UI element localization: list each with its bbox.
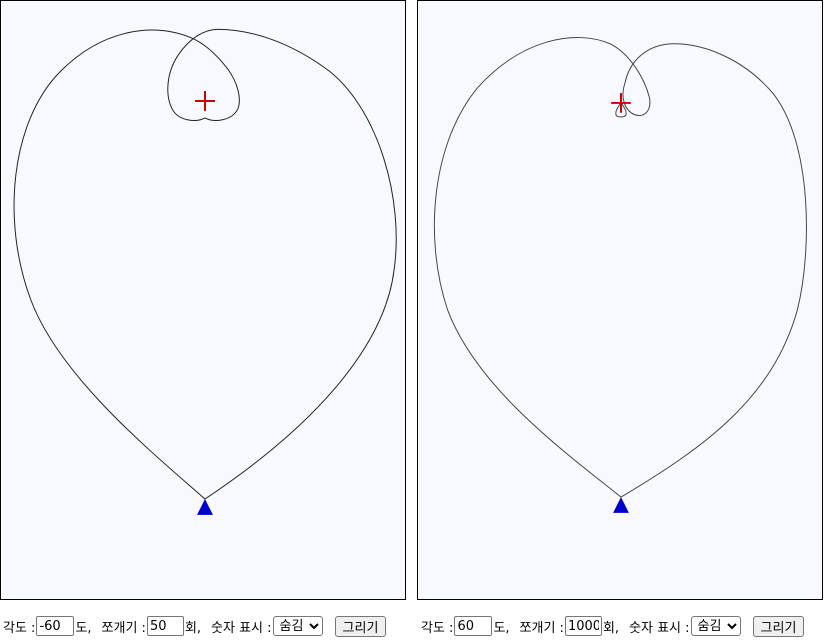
curve-drawing-right: [433, 37, 807, 513]
curve-path: [433, 37, 807, 498]
angle-unit: 도,: [75, 620, 92, 636]
drawing-canvas-left: [0, 0, 406, 600]
draw-button[interactable]: 그리기: [334, 615, 387, 637]
angle-input[interactable]: [454, 616, 493, 636]
number-display-label: 숫자 표시 :: [629, 620, 690, 636]
fold-unit: 회,: [602, 620, 620, 636]
number-display-label: 숫자 표시 :: [211, 620, 272, 636]
curve-drawing-left: [13, 28, 397, 515]
controls-right: 각도 : 도, 쪼개기 : 회, 숫자 표시 : 숨김 그리기: [421, 615, 805, 637]
center-cross-icon: [611, 93, 631, 113]
fold-input[interactable]: [564, 616, 602, 636]
fold-unit: 회,: [184, 620, 202, 636]
triangle-marker-icon: [613, 497, 629, 513]
number-display-select[interactable]: 숨김: [272, 616, 323, 636]
fold-label: 쪼개기 :: [101, 620, 146, 636]
angle-label: 각도 :: [3, 620, 36, 636]
center-cross-icon: [195, 91, 215, 111]
angle-label: 각도 :: [421, 620, 454, 636]
controls-left: 각도 : 도, 쪼개기 : 회, 숫자 표시 : 숨김 그리기: [3, 615, 387, 637]
fold-label: 쪼개기 :: [519, 620, 564, 636]
fold-input[interactable]: [146, 616, 184, 636]
draw-button[interactable]: 그리기: [752, 615, 805, 637]
curve-path: [13, 28, 397, 500]
drawing-canvas-right: [417, 0, 823, 600]
triangle-marker-icon: [197, 499, 213, 515]
number-display-select[interactable]: 숨김: [690, 616, 741, 636]
angle-input[interactable]: [36, 616, 75, 636]
angle-unit: 도,: [493, 620, 510, 636]
inner-loop-path: [615, 102, 627, 118]
